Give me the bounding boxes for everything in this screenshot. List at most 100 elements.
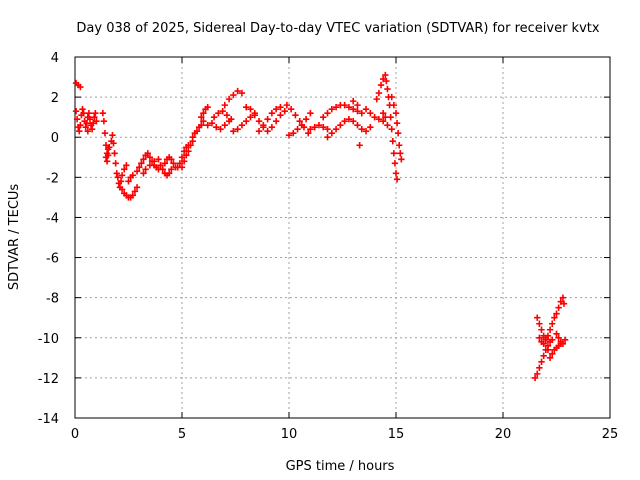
x-tick-label: 5 <box>178 427 186 442</box>
y-tick-label: -6 <box>46 252 59 267</box>
data-point <box>542 334 549 341</box>
data-point <box>221 121 228 129</box>
data-point <box>140 156 147 163</box>
data-point <box>113 170 120 177</box>
data-point <box>285 132 293 139</box>
data-point <box>393 119 401 127</box>
data-point <box>93 117 100 125</box>
data-point <box>88 126 96 133</box>
data-point <box>131 188 139 195</box>
data-point <box>345 103 353 111</box>
data-point <box>251 111 258 119</box>
x-tick-label: 20 <box>495 427 512 442</box>
data-point <box>350 105 357 113</box>
data-point <box>549 350 556 358</box>
data-point <box>540 340 547 347</box>
data-point <box>272 105 280 113</box>
data-point <box>382 71 389 79</box>
data-point <box>83 119 90 127</box>
data-point <box>185 148 192 155</box>
data-point <box>375 115 383 123</box>
data-point <box>379 75 387 83</box>
data-point <box>223 111 231 119</box>
data-point <box>328 105 335 113</box>
data-point <box>379 109 387 117</box>
data-point <box>109 132 116 139</box>
data-point <box>100 117 108 125</box>
data-point <box>559 294 567 301</box>
data-point <box>200 117 207 125</box>
data-point <box>390 150 398 157</box>
data-point <box>146 154 154 161</box>
data-point <box>373 95 380 103</box>
data-point <box>557 340 564 347</box>
data-point <box>178 164 186 171</box>
data-point <box>230 91 237 99</box>
data-point <box>298 121 306 129</box>
data-point <box>536 364 543 372</box>
data-point <box>375 89 383 97</box>
data-point <box>345 115 353 123</box>
data-point <box>391 160 399 167</box>
data-point <box>168 156 175 163</box>
data-point <box>337 121 344 129</box>
data-point <box>92 109 99 117</box>
data-point <box>215 109 222 117</box>
data-point <box>243 103 250 111</box>
data-point <box>225 95 233 103</box>
data-point <box>230 128 237 135</box>
data-point <box>138 160 145 167</box>
data-point <box>328 130 335 137</box>
data-point <box>277 103 284 111</box>
data-point <box>350 117 357 125</box>
data-point <box>358 126 365 133</box>
data-point <box>213 123 220 131</box>
data-point <box>272 117 280 125</box>
data-point <box>287 105 295 113</box>
plot-area <box>75 57 610 418</box>
data-point <box>383 77 390 85</box>
data-point <box>198 113 205 121</box>
data-point <box>117 178 125 185</box>
data-point <box>238 89 246 97</box>
data-point <box>77 121 84 129</box>
data-point <box>264 128 271 135</box>
data-point <box>102 142 110 149</box>
data-point <box>354 107 361 115</box>
data-point <box>307 126 314 133</box>
data-point <box>557 298 564 305</box>
data-point <box>302 115 310 123</box>
x-axis-label: GPS time / hours <box>286 459 395 474</box>
data-point <box>79 105 86 113</box>
data-point <box>384 121 391 129</box>
data-points <box>72 71 569 382</box>
data-point <box>208 119 216 127</box>
data-point <box>73 115 81 123</box>
data-point <box>332 126 340 133</box>
data-point <box>551 314 558 321</box>
data-point <box>560 300 568 307</box>
data-point <box>283 101 291 109</box>
data-point <box>101 130 109 137</box>
chart-title: Day 038 of 2025, Sidereal Day-to-day VTE… <box>76 21 599 36</box>
data-point <box>247 113 254 121</box>
data-point <box>305 130 312 137</box>
data-point <box>221 101 228 109</box>
data-point <box>555 334 562 341</box>
data-point <box>534 370 541 378</box>
data-point <box>379 117 387 125</box>
y-tick-label: 4 <box>51 51 59 66</box>
data-point <box>204 121 211 129</box>
data-point <box>91 113 98 121</box>
data-point <box>189 134 196 141</box>
data-point <box>260 121 267 129</box>
data-point <box>114 174 121 181</box>
data-point <box>341 117 348 125</box>
data-point <box>387 113 394 121</box>
data-point <box>110 140 117 147</box>
data-point <box>180 158 188 165</box>
data-point <box>111 150 118 157</box>
data-point <box>187 142 194 149</box>
y-tick-label: -4 <box>46 211 59 226</box>
data-point <box>553 330 560 337</box>
